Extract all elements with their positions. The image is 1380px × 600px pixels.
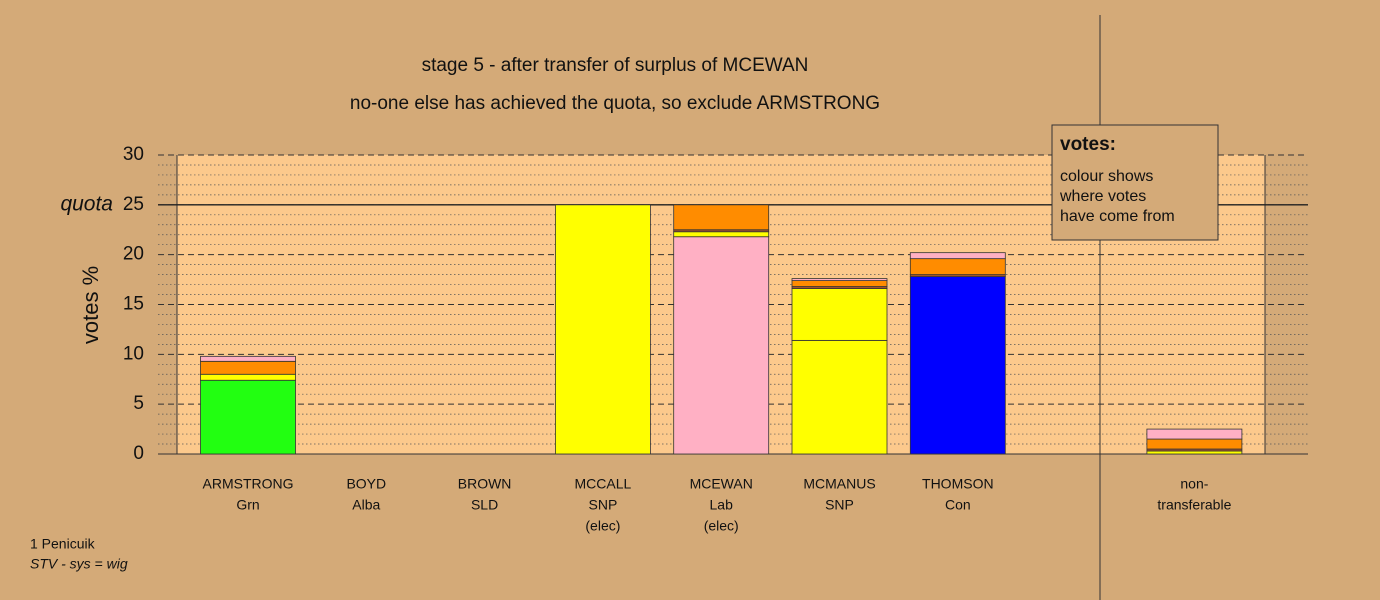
y-tick-label: 25 — [123, 194, 144, 215]
chart-title: stage 5 - after transfer of surplus of M… — [422, 55, 809, 76]
bar-segment — [673, 204, 770, 231]
bar-segment — [909, 258, 1006, 275]
y-axis-label: votes % — [78, 266, 103, 344]
x-tick-label: SLD — [471, 497, 498, 513]
x-tick-label: SNP — [825, 497, 854, 513]
bar-segment — [791, 339, 888, 455]
x-tick-label: Con — [945, 497, 971, 513]
x-tick-label: Lab — [710, 497, 734, 513]
bar-segment — [1146, 428, 1243, 440]
bar-segment — [791, 288, 888, 341]
x-tick-label: non- — [1180, 476, 1208, 492]
x-tick-label: BOYD — [346, 476, 386, 492]
x-tick-label: Grn — [236, 497, 259, 513]
bar-segment — [200, 355, 296, 362]
x-tick-label: (elec) — [704, 518, 739, 534]
x-tick-label: MCCALL — [575, 476, 632, 492]
y-tick-label: 10 — [123, 343, 144, 364]
bar-segment — [909, 252, 1006, 260]
bar-segment — [909, 276, 1006, 455]
x-tick-label: Alba — [352, 497, 380, 513]
legend-text: colour shows — [1060, 168, 1153, 185]
y-tick-label: 20 — [123, 244, 144, 265]
bar-segment — [1146, 438, 1243, 450]
legend-box — [1051, 124, 1219, 241]
legend-text: where votes — [1059, 188, 1146, 205]
y-tick-label: 15 — [123, 294, 144, 315]
bar-segment — [555, 204, 651, 455]
x-tick-label: MCEWAN — [690, 476, 753, 492]
bar-segment — [673, 231, 770, 238]
bar-segment — [200, 379, 296, 455]
x-tick-label: ARMSTRONG — [203, 476, 294, 492]
footer-system: STV - sys = wig — [30, 556, 128, 572]
chart-subtitle: no-one else has achieved the quota, so e… — [350, 93, 880, 114]
bar-segment — [200, 360, 296, 375]
y-tick-label: 5 — [133, 393, 144, 414]
x-tick-label: (elec) — [585, 518, 620, 534]
legend-text: have come from — [1060, 208, 1175, 225]
footer-place: 1 Penicuik — [30, 536, 96, 552]
legend-title: votes: — [1060, 134, 1116, 155]
x-tick-label: BROWN — [458, 476, 512, 492]
x-tick-label: SNP — [589, 497, 618, 513]
x-tick-label: transferable — [1157, 497, 1231, 513]
bar-segment — [791, 280, 888, 287]
x-tick-label: MCMANUS — [803, 476, 875, 492]
bar-segment — [200, 373, 296, 381]
quota-label: quota — [60, 192, 113, 215]
bar-segment — [673, 236, 770, 455]
y-tick-label: 30 — [123, 144, 144, 165]
bar-segment — [1146, 450, 1243, 455]
x-tick-label: THOMSON — [922, 476, 994, 492]
bar-segment — [791, 278, 888, 281]
y-tick-label: 0 — [133, 443, 144, 464]
marks: 0 5 10 15 20 25 30 quota ARMSTRONG Grn BOYD Alba BRO… — [60, 144, 1308, 534]
